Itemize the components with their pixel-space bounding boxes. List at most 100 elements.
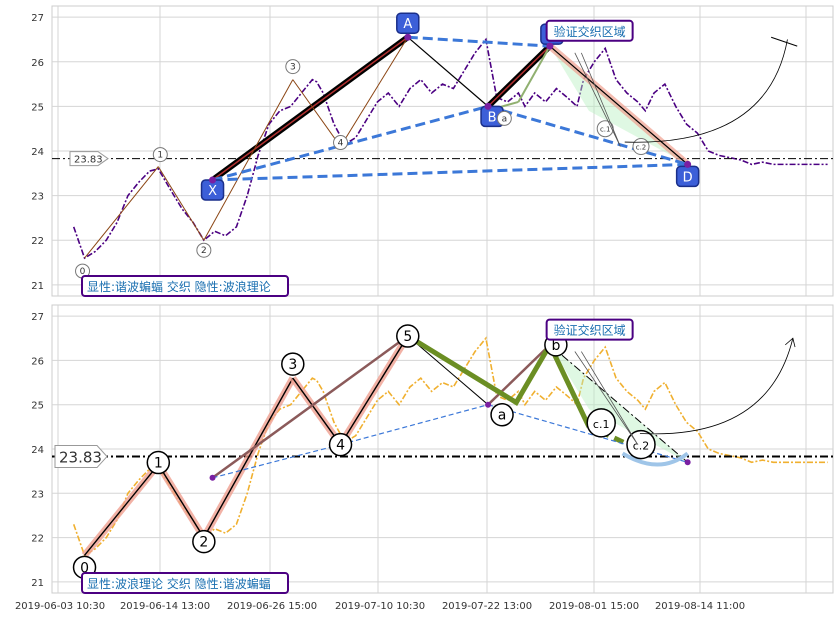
harmonic-point-box [396,12,420,34]
reference-tag [54,445,108,469]
harmonic-point-label: B [488,110,497,125]
caption-box [81,572,289,594]
y-tick-label: 21 [31,578,44,589]
wave-point-label: c.1 [600,126,611,134]
wave-leg [340,36,409,147]
x-axis: 2019-06-03 10:30 2019-06-14 13:00 2019-06-… [15,601,745,612]
y-tick-label: 25 [31,401,44,412]
caption-text: 显性:谐波蝙蝠 交织 隐性:波浪理论 [87,279,271,294]
projection-arrow [624,39,788,143]
wave-point-circle [490,402,514,427]
corrective-wave [406,333,592,428]
caption-text: 显性:波浪理论 交织 隐性:谐波蝙蝠 [87,576,271,591]
wave-point-circle [285,59,301,75]
caption-box [81,275,289,297]
wave-leg [157,464,205,538]
harmonic-dash [487,104,689,166]
wave-leg [157,166,205,241]
harmonic-point-label: A [403,17,412,32]
y-tick-label: 24 [31,147,44,158]
wave-leg-green [517,45,551,103]
wave-point-circle [281,352,305,376]
y-tick-label: 22 [31,236,44,247]
harmonic-dash [487,404,688,463]
y-tick-label: 26 [31,356,44,367]
top-panel: 2122232425262723.83XABCD01234ac.1c.2验证交织… [31,5,834,297]
harmonic-point-dot [684,459,691,466]
zone-label-box [545,19,634,42]
wave-point-label: 3 [288,357,297,373]
zone-pointer [574,52,621,147]
wave-leg [203,377,294,538]
harmonic-leg [549,344,688,463]
harmonic-leg [407,36,489,107]
wave-point-label: 2 [199,535,208,551]
harmonic-leg [487,343,551,406]
harmonic-leg [549,45,689,165]
x-tick-label: 2019-07-10 10:30 [335,601,425,612]
wave-point-circle [626,429,656,460]
wave-point-circle [396,324,420,348]
wave-point-label: b [551,338,560,354]
wave-point-circle [192,529,216,554]
harmonic-leg [211,335,409,479]
harmonic-dash [212,443,341,479]
wave-point-circle [586,408,616,438]
x-tick-label: 2019-08-01 15:00 [549,601,639,612]
harmonic-point-dot [404,33,412,41]
projection-arrowhead [785,337,796,348]
zone-label: 验证交织区域 [554,24,626,39]
y-tick-label: 27 [31,13,44,24]
reference-value-label: 23.83 [74,155,103,166]
wave-leg [339,335,409,445]
reference-tag [69,151,109,167]
wave-point-label: 1 [157,151,163,161]
harmonic-point-dot [209,474,216,481]
bottom-panel: 2122232425262723.83012345abc.1c.2验证交织区域显… [31,304,834,594]
x-tick-label: 2019-08-14 11:00 [655,601,745,612]
y-tick-label: 27 [31,312,44,323]
projection-arrow [639,338,794,435]
y-tick-label: 25 [31,102,44,113]
wave-leg [84,166,159,259]
harmonic-point-dot [546,42,554,50]
reference-value-label: 23.83 [59,449,102,467]
wave-point-label: c.1 [593,418,610,431]
wave-leg [292,377,342,445]
harmonic-point-dot [209,176,217,184]
harmonic-point-dot [484,102,492,110]
harmonic-point-label: X [208,184,217,199]
wave-leg [83,464,159,556]
wave-point-label: a [498,408,507,424]
harmonic-point-dot [684,160,692,168]
wave-point-circle [496,110,512,126]
projection-arrowhead [771,36,798,47]
zone-pointer [574,351,639,445]
harmonic-dash [212,104,489,182]
harmonic-point-dot [485,401,492,408]
y-tick-label: 21 [31,281,44,292]
prz-arc [621,451,689,467]
wave-point-circle [333,135,349,151]
zone-label: 验证交织区域 [554,323,626,338]
wave-point-label: a [502,114,508,124]
wave-point-circle [328,432,353,457]
harmonic-dash [340,404,489,446]
wave-point-circle [152,147,168,163]
y-tick-label: 22 [31,534,44,545]
wave-point-label: 0 [80,560,89,576]
y-tick-label: 26 [31,58,44,69]
wave-point-label: 5 [403,329,412,345]
x-tick-label: 2019-06-03 10:30 [15,601,105,612]
y-tick-label: 24 [31,445,44,456]
wave-point-label: 4 [338,139,344,149]
x-tick-label: 2019-07-22 13:00 [442,601,532,612]
wave-leg [407,335,489,406]
x-tick-label: 2019-06-26 15:00 [227,601,317,612]
wave-point-label: 0 [80,267,86,277]
wave-leg [292,79,341,147]
wave-point-circle [146,450,171,475]
y-tick-label: 23 [31,489,44,500]
wave-point-label: 1 [154,456,163,472]
